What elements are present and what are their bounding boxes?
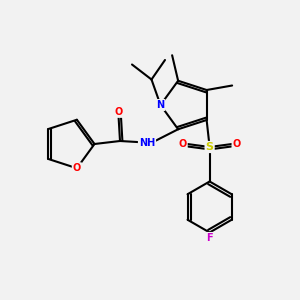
Text: O: O bbox=[232, 139, 241, 149]
Text: F: F bbox=[206, 233, 213, 243]
Text: S: S bbox=[206, 142, 214, 152]
Text: NH: NH bbox=[139, 137, 155, 148]
Text: N: N bbox=[156, 100, 165, 110]
Text: O: O bbox=[73, 163, 81, 173]
Text: O: O bbox=[178, 139, 187, 149]
Text: O: O bbox=[114, 107, 123, 117]
